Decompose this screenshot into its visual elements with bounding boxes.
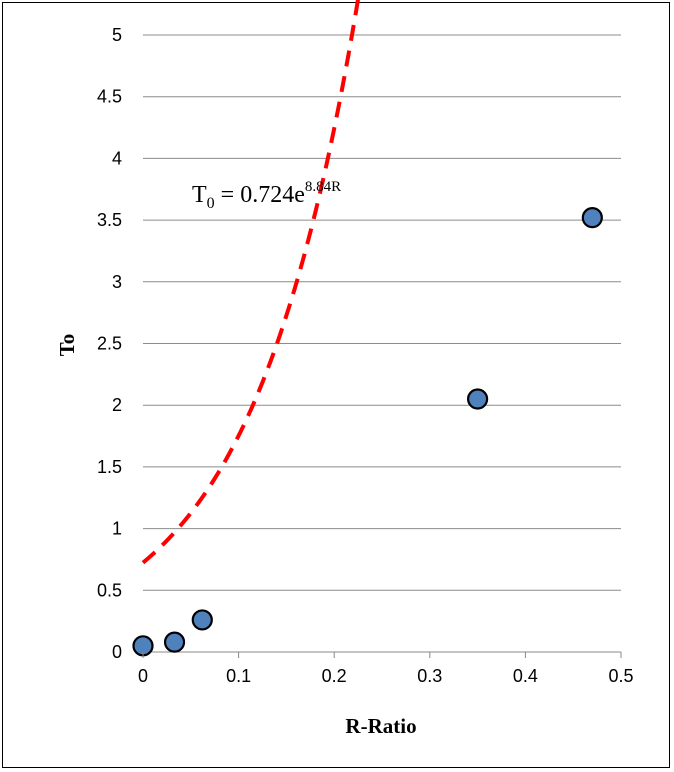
exponential-trendline: [141, 0, 360, 565]
y-tick-label: 0: [112, 642, 122, 662]
data-points: [132, 207, 603, 657]
data-point: [467, 388, 489, 410]
data-point: [581, 207, 603, 229]
y-tick-label: 4.5: [97, 87, 122, 107]
equation-middle: = 0.724e: [215, 182, 305, 208]
gridlines: [143, 34, 621, 653]
x-tick-label: 0.5: [608, 666, 633, 686]
x-tick-label: 0.1: [226, 666, 251, 686]
y-tick-label: 3: [112, 272, 122, 292]
equation-superscript: 8.84R: [305, 179, 341, 195]
y-tick-label: 0.5: [97, 580, 122, 600]
x-tick-label: 0.2: [322, 666, 347, 686]
trendline-group: [141, 0, 360, 565]
x-axis-title: R-Ratio: [345, 714, 416, 738]
y-tick-label: 2.5: [97, 334, 122, 354]
y-tick-label: 1.5: [97, 457, 122, 477]
x-tick-label: 0.4: [513, 666, 538, 686]
data-point: [163, 631, 186, 653]
equation-subscript: 0: [207, 195, 215, 212]
y-axis-title: To: [55, 334, 79, 357]
equation-base: T: [192, 182, 207, 208]
y-tick-label: 2: [112, 395, 122, 415]
trendline-equation: T0 = 0.724e8.84R: [192, 179, 341, 212]
y-tick-label: 1: [112, 519, 122, 539]
y-axis-ticks: 0 0.5 1 1.5 2 2.5 3 3.5 4 4.5 5: [97, 25, 122, 662]
x-axis-ticks: 0 0.1 0.2 0.3 0.4 0.5: [138, 652, 634, 686]
x-tick-label: 0.3: [417, 666, 442, 686]
y-tick-label: 4: [112, 148, 122, 168]
y-tick-label: 5: [112, 25, 122, 45]
x-tick-label: 0: [138, 666, 148, 686]
data-point: [191, 609, 213, 631]
y-tick-label: 3.5: [97, 210, 122, 230]
